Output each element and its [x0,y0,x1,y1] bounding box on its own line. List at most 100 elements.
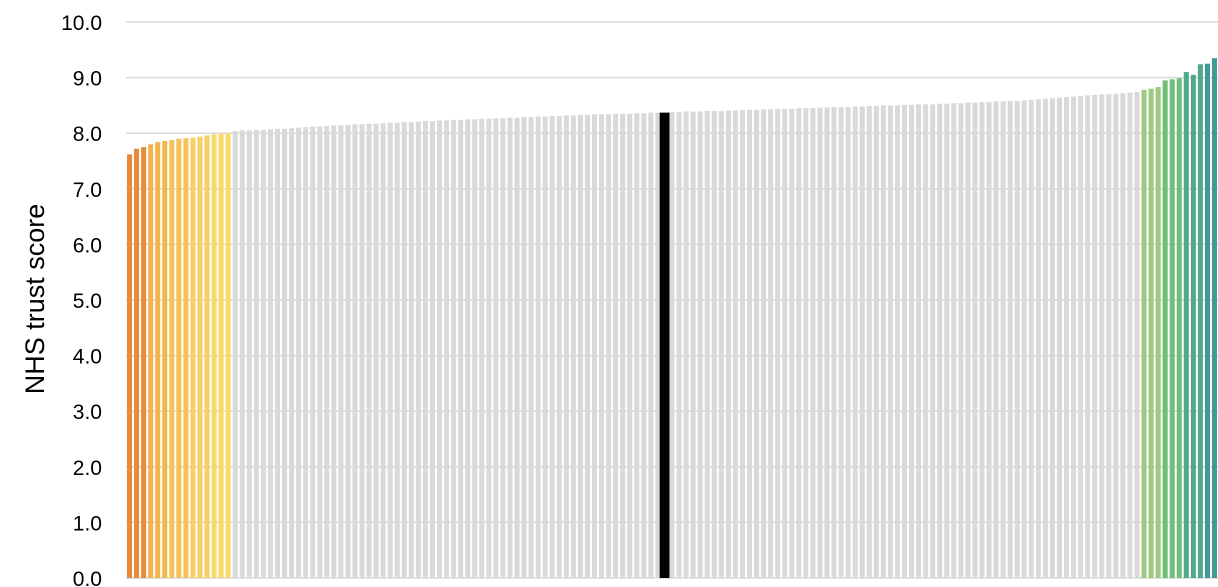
bar [415,121,421,579]
bar [1113,93,1119,578]
bar [591,114,598,579]
y-tick-label: 9.0 [73,68,102,91]
bar [1106,94,1112,578]
bar [1127,92,1133,579]
bar [507,117,513,578]
bar [796,108,802,579]
bar [394,122,400,578]
bar [775,108,781,579]
bar [739,109,745,578]
bar [1014,100,1020,578]
bar [352,124,358,579]
bar [444,120,450,578]
bar [1063,97,1070,578]
bar [810,108,816,579]
bar [500,118,506,578]
y-tick-label: 2.0 [73,457,102,480]
y-tick-label: 3.0 [73,401,102,424]
bar [944,103,950,578]
bar [1148,88,1154,578]
bar [549,115,555,579]
bar [260,129,266,579]
bar [126,154,133,578]
bar [317,126,323,578]
bar [183,138,189,578]
bar [162,140,168,579]
bar [535,116,541,579]
bar [155,142,161,578]
bars [126,58,1218,579]
bar [1141,89,1147,578]
bar [451,119,457,579]
bar [197,136,203,579]
bar [1204,63,1210,578]
bar [472,119,478,579]
bar [267,129,273,578]
bar [852,106,858,578]
bar [916,104,922,578]
bar [169,139,175,578]
highlighted-bar [659,112,671,578]
bar [465,119,471,579]
bar [338,125,344,579]
bar [486,118,492,579]
bar [887,105,893,579]
bar [641,113,647,579]
y-tick-label: 6.0 [73,234,102,257]
bar [930,104,936,578]
bar [1155,87,1161,579]
bar [718,110,724,579]
bar [845,107,851,578]
bar [246,130,252,579]
bar [803,108,809,579]
bar [690,111,696,579]
bar [669,112,675,578]
y-tick-label: 0.0 [73,568,102,587]
bar [253,129,259,579]
bar [613,113,619,579]
bar [1028,99,1034,578]
bar [1085,95,1091,578]
bar [972,102,978,579]
bar [1056,97,1063,579]
bar [1176,78,1182,578]
bar [606,114,612,579]
bar [176,138,182,578]
y-tick-label: 7.0 [73,179,102,202]
bar [683,111,689,579]
bar [274,128,280,578]
bar [401,122,407,578]
bar [655,112,661,578]
bar [746,109,753,578]
bar [634,113,640,579]
bar [1120,93,1126,579]
bar [479,118,485,579]
bar [838,107,844,578]
bar [873,105,879,579]
bar [1071,96,1077,578]
bar [211,134,217,578]
bar [732,110,738,579]
bar [1035,99,1041,578]
bar [1007,100,1013,578]
bar [493,118,499,578]
bar [937,103,943,578]
bar [204,135,210,579]
bar [1078,95,1084,578]
bar [514,117,520,578]
bar [894,105,900,579]
bar [436,120,443,578]
bar [620,113,626,579]
bar [711,110,717,579]
bar [1197,64,1203,578]
bar [761,109,767,578]
bar [141,147,147,578]
bar [296,127,302,578]
bar [599,114,605,579]
bar [859,106,865,578]
bar [373,123,379,578]
bar [1211,58,1218,578]
bar [880,105,886,579]
bar [1169,79,1175,579]
